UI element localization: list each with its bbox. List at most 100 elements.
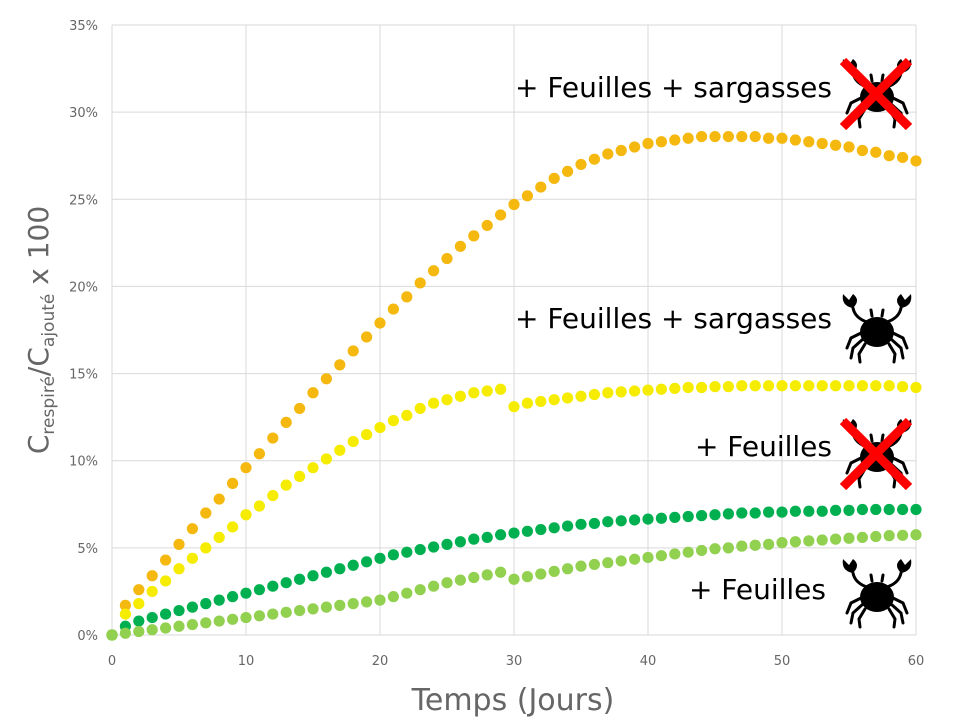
data-point — [347, 435, 359, 448]
crab-leg — [845, 330, 865, 350]
data-point — [709, 130, 721, 143]
data-point — [736, 380, 748, 392]
cross-mark — [839, 417, 913, 491]
data-point — [562, 165, 574, 177]
data-point — [173, 605, 185, 617]
x-tick-label: 30 — [506, 654, 523, 669]
data-point — [361, 556, 373, 568]
data-point — [468, 533, 480, 545]
data-point — [240, 611, 252, 624]
data-point — [776, 506, 788, 518]
data-point — [253, 584, 265, 596]
series-label: + Feuilles + sargasses — [515, 71, 832, 104]
data-point — [709, 381, 721, 393]
data-point — [133, 584, 145, 596]
data-point — [106, 629, 118, 641]
data-point — [508, 401, 520, 413]
data-point — [414, 402, 426, 415]
data-point — [615, 555, 627, 567]
data-point — [856, 503, 869, 516]
data-point — [830, 533, 842, 545]
data-point — [146, 611, 158, 624]
crab-eye — [880, 73, 885, 83]
data-point — [562, 563, 574, 575]
crab-arm — [851, 571, 869, 589]
data-point — [669, 511, 681, 523]
data-point — [294, 605, 306, 617]
data-point — [843, 532, 855, 544]
data-point — [119, 599, 131, 611]
crab-arm — [851, 306, 869, 324]
data-point — [481, 531, 493, 544]
data-point — [789, 505, 802, 517]
crab-eye — [880, 308, 885, 318]
data-point — [548, 172, 560, 184]
data-point — [602, 557, 614, 569]
data-point — [374, 317, 386, 329]
data-point — [843, 141, 855, 153]
data-point — [736, 540, 748, 552]
data-point — [414, 277, 426, 289]
data-point — [334, 563, 346, 575]
data-point — [870, 146, 882, 158]
data-point — [883, 380, 895, 392]
data-point — [696, 544, 708, 557]
data-point — [240, 509, 252, 521]
data-point — [709, 509, 721, 521]
data-point — [642, 384, 654, 396]
data-point — [454, 240, 466, 252]
data-point — [803, 136, 815, 148]
data-point — [629, 553, 641, 565]
data-point — [830, 380, 842, 392]
data-point — [200, 598, 212, 610]
crab-leg — [849, 602, 865, 625]
data-point — [213, 615, 225, 627]
data-point — [789, 536, 802, 548]
data-point — [521, 397, 534, 409]
crab-arm — [885, 571, 903, 589]
crab-icon — [842, 294, 912, 364]
data-point — [883, 530, 895, 542]
crab-icons — [839, 57, 913, 629]
data-point — [816, 505, 828, 517]
data-point — [361, 331, 373, 343]
data-point — [428, 397, 440, 409]
crab-eye — [869, 308, 874, 318]
x-tick-label: 20 — [372, 654, 389, 669]
data-point — [535, 568, 547, 580]
data-point — [655, 383, 668, 395]
crab-claw — [842, 559, 857, 573]
crab-claw — [897, 559, 912, 573]
data-point — [294, 402, 306, 415]
data-point — [146, 624, 158, 636]
data-point — [374, 594, 386, 606]
data-point — [160, 554, 172, 566]
data-point — [642, 513, 654, 525]
data-point — [401, 409, 413, 421]
data-point — [629, 385, 641, 397]
data-point — [588, 517, 601, 530]
crab-leg — [845, 95, 865, 115]
data-point — [441, 538, 453, 550]
series-labels: + Feuilles + sargasses + Feuilles + sarga… — [515, 71, 832, 606]
data-point — [186, 523, 198, 535]
data-point — [307, 462, 319, 474]
data-point — [240, 462, 252, 474]
data-point — [401, 587, 413, 599]
series-4 — [106, 529, 922, 641]
data-point — [763, 506, 775, 518]
data-point — [722, 381, 735, 393]
series-2 — [106, 380, 922, 641]
data-point — [816, 534, 828, 546]
data-point — [267, 432, 279, 444]
y-axis-title-mid: /C — [22, 347, 55, 376]
crab-leg — [857, 342, 867, 364]
data-point — [722, 508, 735, 520]
data-point — [830, 504, 842, 516]
data-point — [213, 531, 225, 544]
data-point — [508, 573, 520, 585]
crab-leg — [889, 455, 909, 475]
data-point — [575, 390, 587, 402]
data-point — [200, 507, 212, 519]
data-point — [414, 544, 426, 556]
